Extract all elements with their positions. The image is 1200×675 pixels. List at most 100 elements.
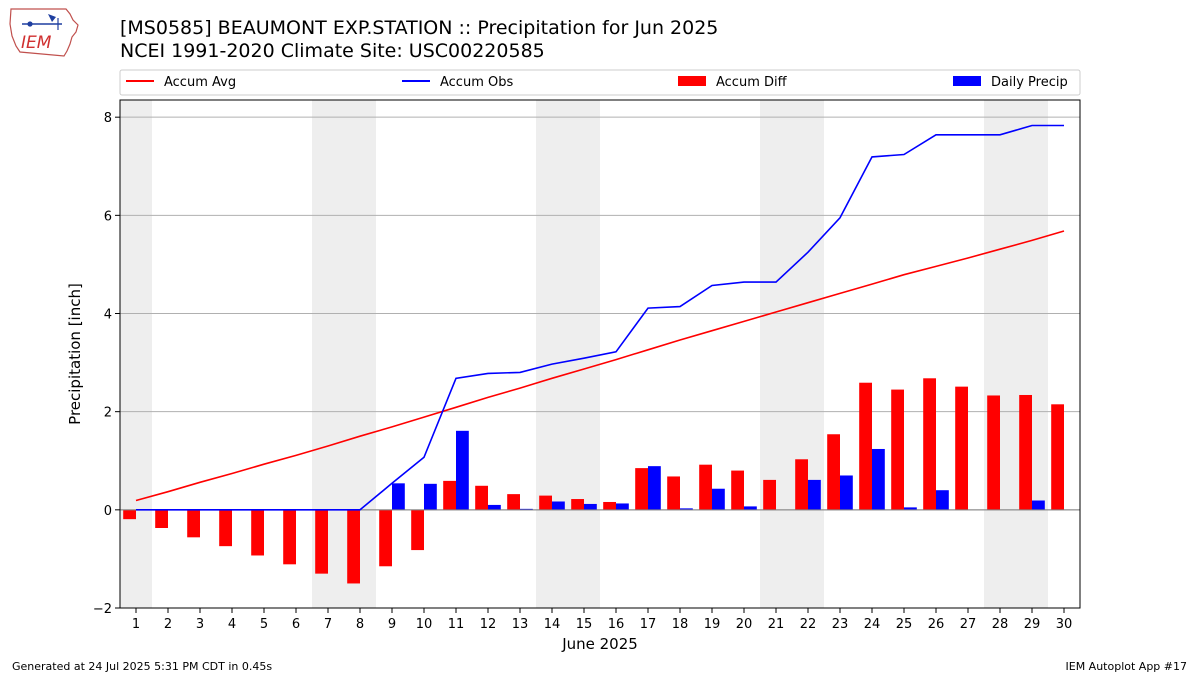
generated-footer: Generated at 24 Jul 2025 5:31 PM CDT in … [12,660,273,673]
x-tick-label: 22 [800,617,817,632]
lines [120,124,1080,511]
accum-diff-bar [859,382,872,510]
x-tick-label: 25 [896,617,913,632]
x-tick-label: 10 [416,617,433,632]
accum-diff-bar [187,509,200,538]
accum-diff-bar [379,509,392,567]
x-tick-label: 19 [704,617,721,632]
daily-precip-bar [1032,500,1045,510]
accum-diff-bar [123,509,136,520]
accum-diff-bar [827,434,840,510]
x-tick-label: 24 [864,617,881,632]
daily-precip-bar [616,503,629,510]
accum-diff-bar [891,389,904,510]
x-tick-label: 8 [356,617,364,632]
weekend-band [568,100,600,608]
accum-diff-bar [635,468,648,510]
daily-precip-bar [488,504,501,510]
accum-avg-line [135,230,1065,502]
chart-title: [MS0585] BEAUMONT EXP.STATION :: Precipi… [120,17,719,39]
daily-precip-bar [808,479,821,510]
x-tick-label: 30 [1056,617,1073,632]
x-tick-label: 26 [928,617,945,632]
x-tick-label: 27 [960,617,977,632]
accum-diff-bar [1051,404,1064,510]
accum-obs-line [136,124,1064,511]
daily-precip-bar [712,488,725,510]
daily-precip-bar [584,503,597,510]
accum-diff-bar [699,464,712,510]
bars [123,378,1064,584]
daily-precip-bar [744,506,757,510]
x-tick-label: 6 [292,617,300,632]
weekend-band [792,100,824,608]
x-tick-label: 13 [512,617,529,632]
accum-diff-bar [571,499,584,510]
weekend-band [760,100,792,608]
x-tick-label: 2 [164,617,172,632]
legend-accum-obs-label: Accum Obs [440,75,513,90]
legend-box [119,69,1081,96]
legend: Accum Avg Accum Obs Accum Diff Daily Precip [119,69,1081,96]
x-axis-label: June 2025 [561,635,638,653]
legend-daily-precip-swatch [953,76,981,86]
x-tick-label: 16 [608,617,625,632]
daily-precip-bar [936,490,949,510]
accum-diff-bar [219,509,232,547]
accum-diff-bar [539,495,552,510]
accum-diff-bar [1019,394,1032,510]
y-tick-label: 0 [104,504,112,519]
x-tick-label: 17 [640,617,657,632]
accum-diff-bar [251,509,264,556]
x-tick-label: 9 [388,617,396,632]
y-tick-label: 6 [104,209,112,224]
accum-diff-bar [603,501,616,510]
x-tick-label: 5 [260,617,268,632]
x-tick-label: 3 [196,617,204,632]
daily-precip-bar [648,466,661,510]
x-tick-label: 29 [1024,617,1041,632]
accum-diff-bar [443,480,456,510]
daily-precip-bar [456,430,469,510]
chart-subtitle: NCEI 1991-2020 Climate Site: USC00220585 [120,40,545,62]
accum-diff-bar [347,509,360,584]
weekend-band [536,100,568,608]
y-tick-label: −2 [93,602,112,617]
accum-diff-bar [315,509,328,574]
x-tick-label: 1 [132,617,140,632]
accum-diff-bar [507,494,520,510]
daily-precip-bar [392,483,405,510]
accum-diff-bar [763,479,776,510]
plot-frame [119,99,1081,609]
daily-precip-bar [872,448,885,510]
y-tick-label: 4 [104,308,112,323]
x-tick-label: 18 [672,617,689,632]
x-tick-label: 12 [480,617,497,632]
legend-accum-diff-swatch [678,76,706,86]
weekend-band [120,100,152,608]
x-tick-label: 4 [228,617,236,632]
x-tick-label: 14 [544,617,561,632]
x-tick-label: 7 [324,617,332,632]
iowa-outline-shape [9,8,79,57]
x-tick-label: 21 [768,617,785,632]
daily-precip-bar [904,507,917,510]
x-tick-label: 23 [832,617,849,632]
y-axis-label: Precipitation [inch] [66,283,84,425]
accum-diff-bar [795,459,808,510]
legend-accum-avg-label: Accum Avg [164,75,236,90]
x-tick-label: 28 [992,617,1009,632]
x-tick-label: 20 [736,617,753,632]
accum-diff-bar [731,470,744,510]
accum-diff-bar [955,386,968,510]
daily-precip-bar [680,508,693,510]
iem-logo: IEM [9,8,79,57]
legend-accum-diff-label: Accum Diff [716,75,788,90]
weekend-band [1016,100,1048,608]
daily-precip-bar [552,501,565,510]
legend-daily-precip-label: Daily Precip [991,75,1068,90]
daily-precip-bar [424,483,437,510]
accum-diff-bar [987,395,1000,510]
